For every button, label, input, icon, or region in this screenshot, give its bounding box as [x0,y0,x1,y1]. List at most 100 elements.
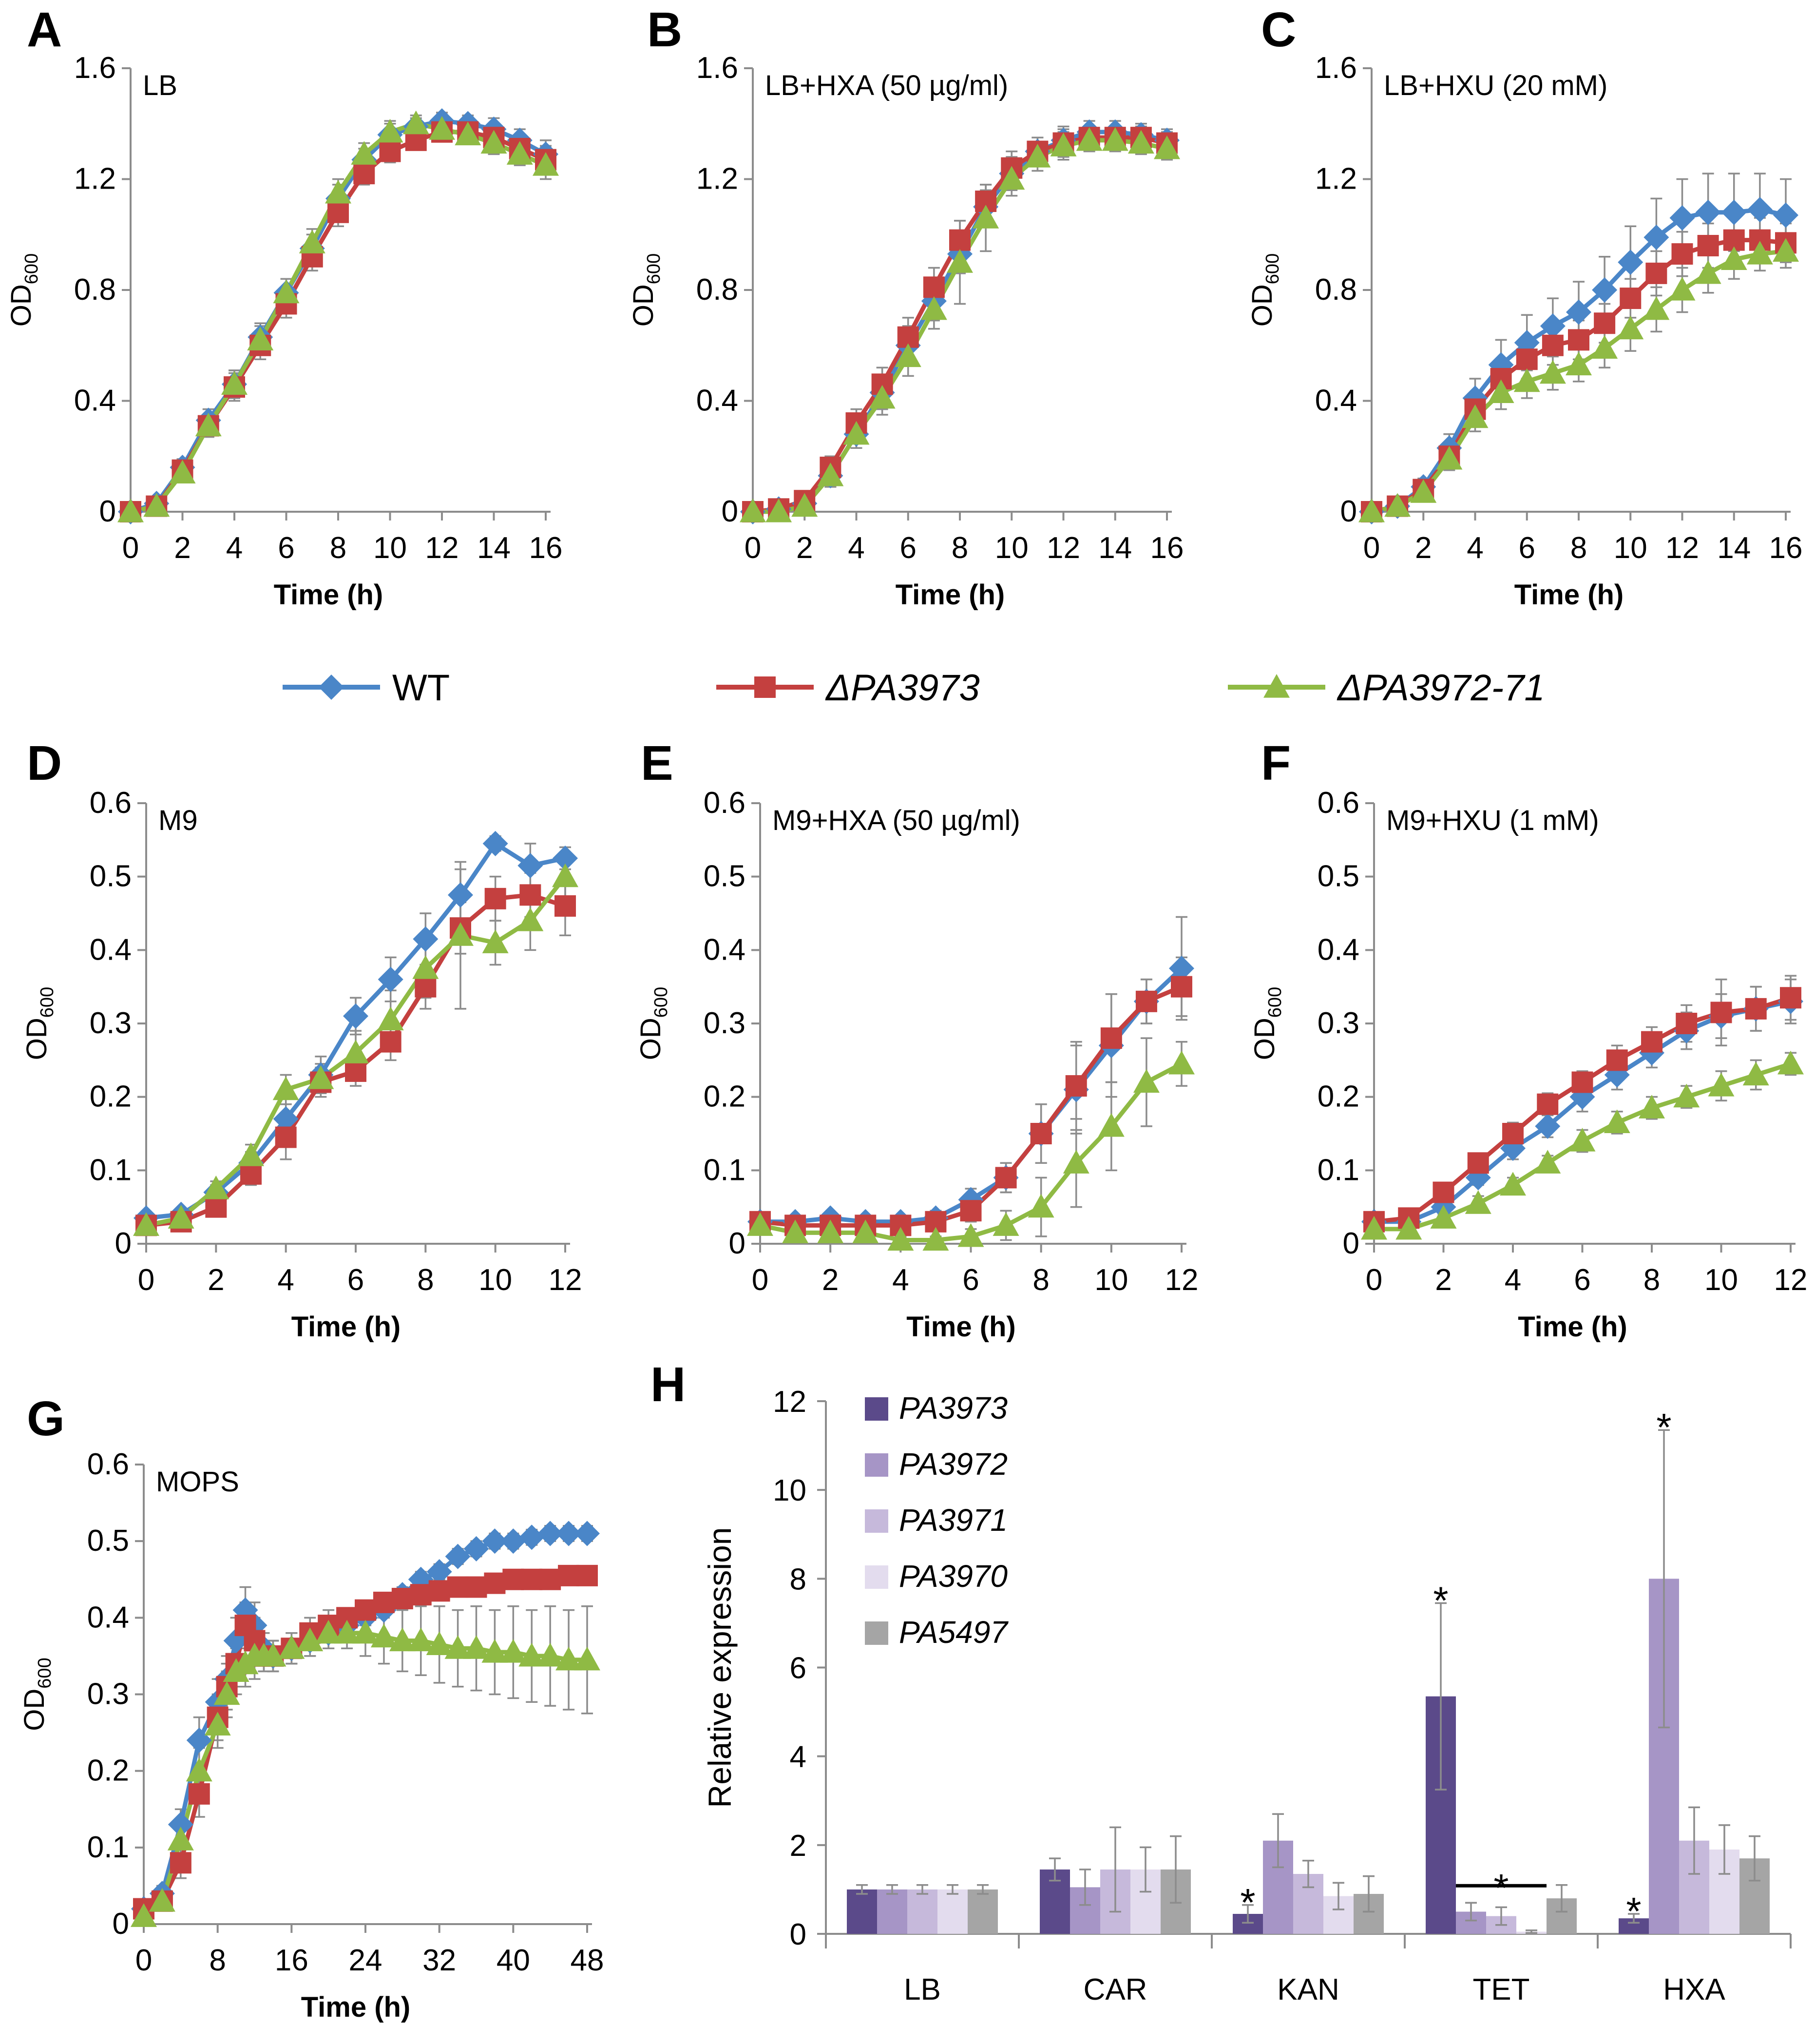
data-point [1746,241,1773,265]
y-tick-label: 2 [790,1829,806,1863]
y-tick-label: 0.1 [704,1153,745,1187]
y-tick-label: 0.6 [87,1447,129,1481]
y-axis-title: OD600 [1249,987,1285,1060]
x-tick-label: 0 [745,531,761,565]
data-point [1535,1113,1561,1139]
data-point [1502,1123,1524,1144]
category-label: HXA [1663,1973,1725,2006]
x-tick-label: 6 [1519,531,1535,565]
y-tick-label: 1.6 [74,51,116,85]
x-tick-label: 10 [1704,1263,1738,1297]
y-tick-label: 0.5 [704,860,745,893]
data-point [1604,1109,1630,1133]
x-tick-label: 4 [892,1263,909,1297]
data-point [1024,144,1051,168]
data-point [1777,1050,1804,1075]
y-axis-title: OD600 [5,253,42,327]
y-tick-label: 1.6 [696,51,738,85]
data-point [482,1528,508,1554]
x-axis-title: Time (h) [896,579,1005,611]
bar [847,1889,877,1934]
x-tick-label: 2 [174,531,191,565]
y-tick-label: 0 [790,1918,806,1951]
data-point [993,1212,1019,1236]
data-point [1720,246,1747,270]
data-point [518,1642,545,1667]
y-tick-label: 0.1 [90,1153,132,1187]
data-point [552,863,578,887]
y-tick-label: 0.3 [1318,1006,1359,1040]
data-point [887,1227,914,1251]
data-point [379,140,401,162]
data-point [1076,127,1103,151]
data-point [1673,1083,1700,1108]
data-point [272,1076,299,1100]
data-point [413,926,439,952]
x-tick-label: 8 [1643,1263,1660,1297]
data-point [539,1568,561,1590]
x-tick-label: 8 [1032,1263,1049,1297]
data-point [1592,277,1618,303]
legend-label: PA5497 [899,1615,1009,1650]
data-point [275,1126,297,1148]
data-point [519,884,541,906]
legend-label: PA3972 [899,1446,1008,1482]
data-point [484,1572,506,1594]
y-tick-label: 12 [773,1385,806,1419]
data-point [1742,1061,1769,1086]
data-point [1465,1190,1491,1214]
data-point [447,922,474,946]
data-point [1606,1049,1628,1071]
data-point [426,1631,453,1655]
data-point [351,141,378,165]
data-point [188,1783,210,1805]
legend-marker [754,676,776,698]
panel-label: D [27,736,62,791]
data-point [373,1591,395,1613]
data-point [574,1521,600,1546]
data-point [240,1163,262,1185]
category-label: KAN [1277,1973,1339,2006]
data-point [1571,1071,1593,1093]
series-line [752,135,1167,514]
series-line [760,966,1184,1224]
y-tick-label: 0.4 [704,933,745,966]
legend-label: PA3971 [899,1503,1008,1538]
x-tick-label: 8 [330,531,346,565]
panel-a: A 0 0.4 0.8 1.2 1.6 0 2 4 6 8 10 12 14 16 Time (h) OD600… [5,2,562,611]
y-tick-label: 0.2 [87,1754,129,1788]
data-point [355,1599,376,1621]
y-tick-label: 0.4 [1315,384,1357,418]
data-point [1154,135,1180,159]
legend-swatch [865,1453,888,1477]
data-point [747,1212,773,1236]
data-point [260,1642,287,1667]
data-point [1098,1113,1125,1137]
x-tick-label: 48 [571,1944,604,1977]
panel-b: B 0 0.4 0.8 1.2 1.6 0 2 4 6 8 10 12 14 16 Time (h) OD600… [628,2,1184,611]
data-point [203,1176,229,1199]
data-point [1433,1181,1454,1203]
data-point [1539,360,1566,384]
data-point [555,1646,582,1671]
data-point [1569,1128,1596,1152]
data-point [1384,493,1411,517]
data-point [1168,1050,1195,1075]
data-point [327,201,349,223]
data-point [1537,1093,1559,1115]
x-tick-label: 16 [1769,531,1803,565]
x-tick-label: 2 [1435,1263,1452,1297]
y-tick-label: 1.2 [1315,162,1357,196]
significance-star: * [1626,1890,1641,1933]
y-tick-label: 0.1 [87,1831,129,1864]
legend-marker [319,675,344,700]
panel-label: H [650,1357,686,1412]
data-point [817,1219,844,1243]
data-point [412,955,439,979]
bar [907,1889,937,1934]
data-point [1710,1002,1732,1023]
y-tick-label: 0.8 [74,273,116,307]
data-point [1534,1150,1561,1174]
data-point [1358,499,1385,522]
data-point [352,1620,379,1644]
